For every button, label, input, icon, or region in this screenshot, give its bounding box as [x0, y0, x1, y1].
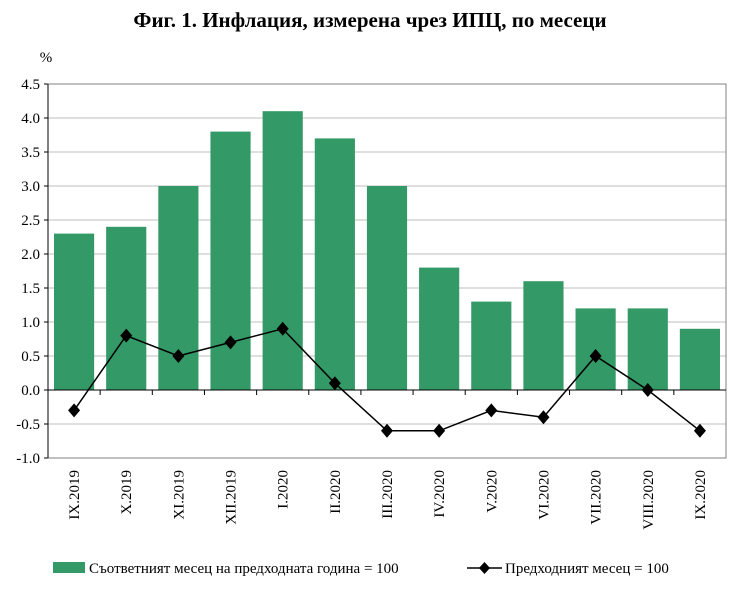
bar: [210, 131, 251, 390]
y-tick-label: -1.0: [16, 451, 40, 467]
bar: [262, 111, 303, 390]
line-point-diamond: [120, 328, 133, 343]
legend-label-line: Предходният месец = 100: [505, 561, 669, 577]
x-tick-label: III.2020: [380, 470, 396, 519]
line-point-diamond: [589, 349, 602, 363]
x-tick-label: IX.2019: [67, 470, 83, 520]
x-tick-label: XI.2019: [171, 470, 187, 520]
y-axis-unit: %: [40, 50, 53, 66]
y-tick-label: 0.0: [21, 383, 40, 399]
x-tick-label: X.2019: [119, 470, 135, 515]
bar: [523, 281, 564, 390]
y-tick-label: 4.0: [21, 111, 40, 127]
legend-diamond-icon: [479, 562, 490, 574]
y-tick-label: 2.5: [21, 213, 40, 229]
y-tick-label: 0.5: [21, 349, 40, 365]
legend-swatch-bars: [53, 562, 85, 573]
y-tick-label: 1.0: [21, 315, 40, 331]
x-tick-label: V.2020: [484, 470, 500, 513]
bar: [679, 328, 720, 390]
line-point-diamond: [224, 335, 237, 350]
x-tick-label: I.2020: [276, 470, 292, 509]
line-point-diamond: [693, 423, 706, 438]
x-tick-label: VIII.2020: [641, 470, 657, 530]
bar: [471, 301, 512, 390]
x-tick-label: IV.2020: [432, 470, 448, 518]
x-tick-label: II.2020: [328, 470, 344, 514]
line-point-diamond: [172, 349, 185, 363]
y-tick-label: 3.5: [21, 145, 40, 161]
y-tick-label: 4.5: [21, 77, 40, 93]
x-tick-label: VII.2020: [589, 470, 605, 525]
chart-title: Фиг. 1. Инфлация, измерена чрез ИПЦ, по …: [133, 8, 606, 32]
line-point-diamond: [276, 321, 289, 336]
y-tick-label: 2.0: [21, 247, 40, 263]
line-point-diamond: [433, 423, 446, 438]
y-tick-label: 3.0: [21, 179, 40, 195]
line-point-diamond: [537, 410, 550, 425]
line-point-diamond: [68, 403, 81, 418]
y-tick-label: 1.5: [21, 281, 40, 297]
x-tick-label: VI.2020: [536, 470, 552, 520]
bar: [627, 308, 668, 390]
line-point-diamond: [485, 403, 498, 418]
bar: [54, 233, 95, 390]
bar: [314, 138, 355, 390]
bar: [419, 267, 460, 390]
line-point-diamond: [641, 383, 654, 397]
bar: [106, 226, 147, 390]
y-tick-label: -0.5: [16, 417, 40, 433]
x-tick-label: XII.2019: [224, 470, 240, 525]
line-point-diamond: [328, 376, 341, 391]
x-tick-label: IX.2020: [693, 470, 709, 520]
legend: Съответният месец на предходната година …: [53, 561, 669, 577]
line-point-diamond: [381, 423, 393, 438]
legend-label-bars: Съответният месец на предходната година …: [89, 561, 399, 577]
bar: [366, 186, 408, 390]
